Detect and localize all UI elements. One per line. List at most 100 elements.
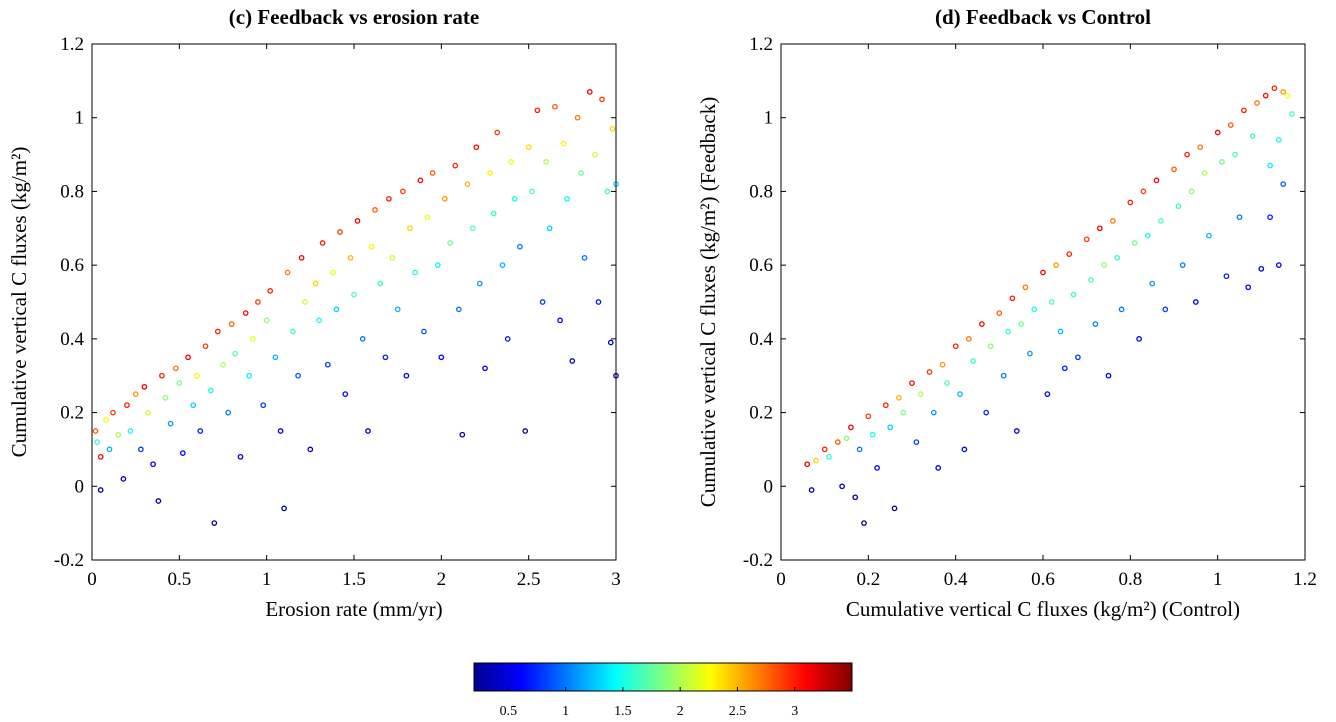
panel-c-point [578, 170, 584, 176]
panel-c-ytick-label: 0.2 [60, 403, 84, 424]
panel-d-point [848, 424, 854, 431]
panel-d-point [944, 380, 950, 386]
panel-c-point [176, 380, 183, 386]
panel-c-point [277, 428, 284, 434]
panel-d-ytick-label: -0.2 [743, 550, 773, 571]
panel-d-point [1162, 306, 1169, 313]
panel-c-point [214, 328, 221, 335]
panel-c-point [508, 159, 515, 165]
panel-c-point [452, 162, 459, 169]
panel-d-point [1245, 284, 1252, 291]
panel-c-point [225, 409, 232, 416]
panel-c-point [607, 339, 614, 346]
panel-c-point [595, 299, 602, 305]
panel-d-point [865, 413, 872, 420]
colorbar-tick-label: 2.5 [729, 704, 747, 719]
panel-d-point [1048, 299, 1055, 305]
panel-c-point [141, 383, 148, 390]
panel-d-point [1061, 365, 1068, 372]
panel-c-point [159, 372, 165, 379]
panel-d-point [1280, 181, 1287, 187]
panel-d-point [970, 358, 976, 364]
panel-d-point [1158, 218, 1164, 224]
panel-c-point [476, 280, 483, 287]
panel-c-point [400, 188, 406, 195]
panel-c-title: (c) Feedback vs erosion rate [229, 5, 479, 29]
panel-c-point [138, 446, 144, 453]
panel-d-point [935, 465, 942, 471]
panel-d-xtick-label: 1 [1213, 569, 1223, 590]
panel-d-point [1127, 199, 1134, 206]
panel-d-xtick-label: 0.4 [944, 569, 968, 590]
panel-c-xlabel: Erosion rate (mm/yr) [265, 597, 442, 621]
panel-d-point [1088, 277, 1094, 283]
panel-d-ytick-label: 0 [764, 476, 774, 497]
panel-d-point [1114, 254, 1121, 261]
panel-d-point [1101, 262, 1107, 268]
panel-d-point [1201, 170, 1208, 176]
panel-d-point [1254, 100, 1260, 106]
panel-c-point [434, 262, 441, 268]
panel-c-point [255, 299, 261, 305]
panel-d-point [1275, 262, 1282, 268]
panel-c-xtick-label: 2 [437, 569, 447, 590]
panel-c-point [106, 446, 113, 453]
panel-d-point [1131, 240, 1138, 246]
panel-c-point [145, 409, 151, 416]
colorbar-ticks: 0.5 1 1.5 2 2.5 3 [500, 687, 798, 719]
panel-c-point [604, 188, 611, 195]
panel-c-xtick-label: 0 [87, 569, 97, 590]
panel-c-point [447, 240, 453, 246]
panel-d-ytick-label: 1 [764, 108, 774, 129]
panel-d-point [852, 494, 859, 501]
panel-c-ytick-label: 1 [75, 108, 85, 129]
panel-c-point [307, 446, 314, 453]
panel-d-point [1149, 280, 1156, 287]
panel-d-point [887, 424, 894, 431]
panel-c-point [333, 306, 340, 313]
panel-c-point [110, 409, 116, 416]
panel-d-point [896, 394, 902, 401]
colorbar-tick-label: 1.5 [614, 704, 632, 719]
panel-d-point [926, 369, 933, 375]
panel-c-point [179, 450, 186, 456]
panel-d-point [1075, 354, 1081, 361]
panel-c-xtick-label: 1.5 [342, 569, 366, 590]
panel-c-ytick-label: 0.4 [60, 329, 84, 350]
panel-c-point [242, 310, 249, 316]
panel-c-ytick-label: -0.2 [54, 550, 84, 571]
panel-c-point [97, 453, 104, 460]
colorbar-gradient [473, 662, 853, 692]
panel-d-point [843, 435, 850, 442]
panel-d-point [1118, 306, 1125, 313]
panel-c-point [347, 254, 354, 261]
panel-c-point [342, 391, 349, 397]
panel-d-point [1105, 372, 1112, 379]
panel-d-point [1280, 89, 1287, 95]
panel-d-point [913, 439, 920, 445]
panel-c-point [464, 181, 471, 187]
panel-d-point [1223, 273, 1230, 280]
panel-c-point [324, 361, 331, 368]
panel-d-xtick-label: 0.8 [1118, 569, 1142, 590]
panel-d-point [1022, 284, 1029, 291]
panel-c-ytick-label: 0.6 [60, 255, 84, 276]
panel-d-point [1249, 133, 1256, 139]
panel-c-point [609, 125, 616, 132]
panel-d: (d) Feedback vs Control 0 0.2 0.4 0.6 0.8 1 1.… [696, 5, 1317, 621]
panel-c-point [316, 317, 322, 324]
panel-c-point [267, 288, 274, 294]
panel-d-point [1110, 218, 1116, 224]
panel-d-xlabel: Cumulative vertical C fluxes (kg/m²) (Co… [846, 597, 1240, 621]
panel-c-point [237, 453, 244, 460]
panel-d-point [952, 343, 959, 350]
panel-d-point [1066, 251, 1073, 257]
panel-c-point [403, 372, 410, 379]
panel-c-point [298, 254, 305, 261]
panel-c-point [487, 170, 494, 176]
panel-c-point [569, 358, 576, 364]
panel-d-point [869, 431, 876, 438]
panel-d-point [1136, 336, 1142, 342]
panel-c-point [92, 428, 99, 434]
panel-c-point [365, 428, 371, 434]
